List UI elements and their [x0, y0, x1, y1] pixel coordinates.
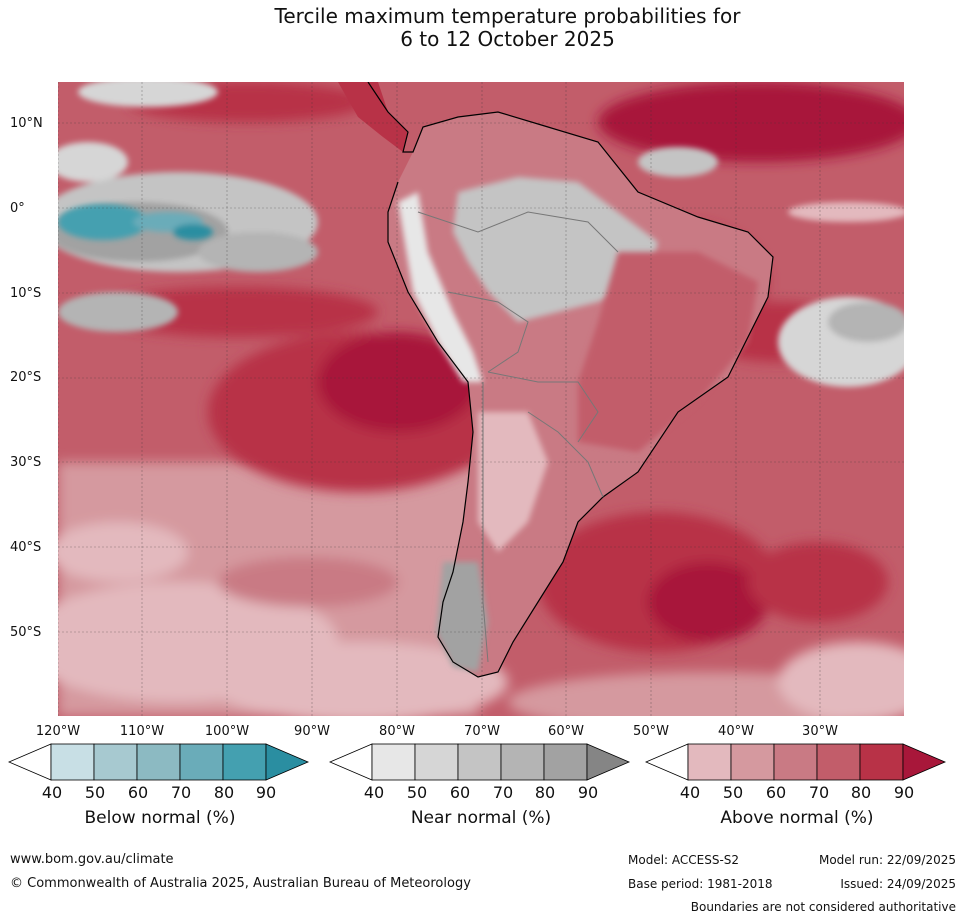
- below-normal-label: Below normal (%): [84, 808, 236, 828]
- near-colorbar-above-90: [586, 743, 631, 781]
- tick-label: 90: [577, 783, 599, 802]
- tick-label: 60: [127, 783, 149, 802]
- above-colorbar-bin-5: [859, 743, 904, 781]
- lon-label-70w: 70°W: [464, 724, 500, 739]
- brazil-above: [578, 252, 758, 452]
- lat-label-20s: 20°S: [10, 370, 42, 385]
- above-colorbar-bin-2: [730, 743, 775, 781]
- tick-label: 50: [84, 783, 106, 802]
- lon-label-120w: 120°W: [35, 724, 81, 739]
- model-run-text: Model run: 22/09/2025: [818, 853, 956, 867]
- below-colorbar-above-90: [265, 743, 310, 781]
- above-normal-colorbar: [645, 743, 947, 781]
- copyright-text: © Commonwealth of Australia 2025, Austra…: [10, 876, 471, 891]
- title-line-2: 6 to 12 October 2025: [400, 27, 615, 51]
- country-borders: [417, 211, 619, 663]
- lon-label-80w: 80°W: [379, 724, 415, 739]
- tick-label: 60: [449, 783, 471, 802]
- tick-label: 90: [893, 783, 915, 802]
- below-colorbar-bin-5: [222, 743, 267, 781]
- amazon-near-normal: [453, 177, 658, 322]
- above-colorbar-above-90: [902, 743, 947, 781]
- tick-label: 90: [255, 783, 277, 802]
- near-colorbar-below-40: [329, 743, 373, 781]
- tick-label: 80: [534, 783, 556, 802]
- tick-label: 40: [679, 783, 701, 802]
- lat-label-10n: 10°N: [10, 116, 43, 131]
- andes-strip: [398, 192, 483, 382]
- near-colorbar-bin-4: [500, 743, 545, 781]
- southern-ocean-light-bands: [58, 462, 904, 716]
- lat-label-0: 0°: [10, 201, 25, 216]
- below-colorbar-bin-3: [136, 743, 181, 781]
- tick-label: 50: [406, 783, 428, 802]
- graticule: [58, 82, 904, 716]
- lat-label-10s: 10°S: [10, 286, 42, 301]
- tick-label: 70: [492, 783, 514, 802]
- tick-label: 80: [850, 783, 872, 802]
- above-colorbar-bin-4: [816, 743, 861, 781]
- land-probabilities: [388, 112, 773, 677]
- issued-text: Issued: 24/09/2025: [840, 877, 956, 891]
- lat-label-30s: 30°S: [10, 455, 42, 470]
- near-colorbar-bin-1: [371, 743, 416, 781]
- lon-label-30w: 30°W: [802, 724, 838, 739]
- map-title: Tercile maximum temperature probabilitie…: [0, 5, 965, 51]
- tick-label: 60: [765, 783, 787, 802]
- lon-label-40w: 40°W: [718, 724, 754, 739]
- near-normal-label: Near normal (%): [410, 808, 552, 828]
- tick-label: 40: [363, 783, 385, 802]
- near-colorbar-bin-3: [457, 743, 502, 781]
- lat-label-40s: 40°S: [10, 540, 42, 555]
- tick-label: 70: [808, 783, 830, 802]
- near-colorbar-bin-5: [543, 743, 588, 781]
- title-line-1: Tercile maximum temperature probabilitie…: [274, 4, 741, 28]
- lon-label-60w: 60°W: [548, 724, 584, 739]
- patagonia-near: [436, 562, 488, 672]
- disclaimer-text: Boundaries are not considered authoritat…: [690, 900, 956, 914]
- below-normal-colorbar: [8, 743, 310, 781]
- below-colorbar-bin-4: [179, 743, 224, 781]
- lon-label-90w: 90°W: [294, 724, 330, 739]
- above-colorbar-bin-3: [773, 743, 818, 781]
- argentina-light: [478, 412, 548, 552]
- below-colorbar-below-40: [8, 743, 52, 781]
- above-normal-label: Above normal (%): [720, 808, 874, 828]
- lon-label-110w: 110°W: [119, 724, 165, 739]
- tick-label: 80: [213, 783, 235, 802]
- above-colorbar-below-40: [645, 743, 689, 781]
- above-colorbar-bin-1: [687, 743, 732, 781]
- tick-label: 40: [41, 783, 63, 802]
- tick-label: 50: [722, 783, 744, 802]
- lat-label-50s: 50°S: [10, 625, 42, 640]
- near-normal-colorbar: [329, 743, 631, 781]
- tick-label: 70: [170, 783, 192, 802]
- model-text: Model: ACCESS-S2: [628, 853, 740, 867]
- probability-map: [58, 82, 904, 716]
- central-america-land: [338, 82, 408, 152]
- below-colorbar-bin-2: [93, 743, 138, 781]
- below-normal-area: [58, 204, 213, 240]
- below-colorbar-bin-1: [50, 743, 95, 781]
- website-link[interactable]: www.bom.gov.au/climate: [10, 852, 174, 867]
- lon-label-100w: 100°W: [204, 724, 250, 739]
- near-colorbar-bin-2: [414, 743, 459, 781]
- base-period-text: Base period: 1981-2018: [628, 877, 773, 891]
- lon-label-50w: 50°W: [633, 724, 669, 739]
